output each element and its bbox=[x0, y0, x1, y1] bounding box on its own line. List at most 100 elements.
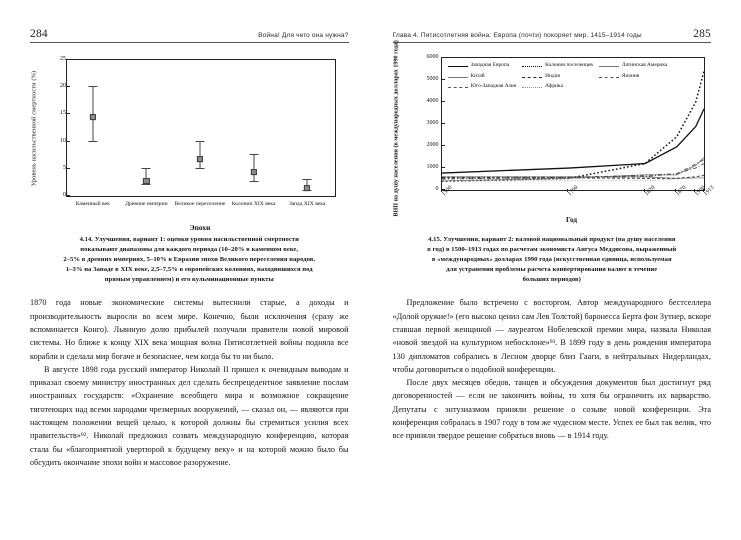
chart2-y-tickmark bbox=[440, 167, 445, 168]
chart1-y-tick: 10 bbox=[60, 137, 66, 144]
chart2-x-tickmark bbox=[567, 189, 569, 192]
legend-item: Колонии поселенцев bbox=[522, 62, 593, 70]
legend-item: Япония bbox=[598, 72, 667, 81]
error-bar-cap-lower bbox=[88, 140, 98, 142]
left-running-title: Война! Для чего она нужна? bbox=[258, 31, 349, 39]
chart1-y-ticks: 0 5 10 15 20 25 bbox=[44, 53, 66, 201]
data-point-marker bbox=[89, 114, 96, 121]
chart1-x-tick-label: Каменный век bbox=[75, 201, 110, 207]
legend-label: Индия bbox=[545, 72, 561, 79]
right-folio: 285 bbox=[693, 28, 711, 40]
error-bar-whisker bbox=[145, 167, 147, 185]
chart1-x-tick-label: Запад XIX века bbox=[288, 201, 326, 207]
chart2-plot-area: Западная Европа Китай Юго-Западная Азия Кол… bbox=[440, 57, 705, 191]
chart2-y-tickmark bbox=[440, 101, 445, 102]
chart2-y-tickmark bbox=[440, 123, 445, 124]
error-bar-cap-lower bbox=[141, 184, 151, 186]
error-bar-cap-upper bbox=[195, 140, 205, 142]
chart1-y-tickmark bbox=[66, 140, 70, 142]
chart2-y-tickmark bbox=[440, 79, 445, 80]
chart2-x-tickmark bbox=[643, 189, 645, 192]
legend-swatch-icon bbox=[447, 74, 468, 80]
legend-item: Африка bbox=[522, 83, 593, 91]
chart1-y-tickmark bbox=[66, 59, 70, 60]
chart2-y-tickmark bbox=[440, 189, 445, 190]
error-bar-cap-upper bbox=[302, 178, 312, 180]
right-page: Глава 4. Пятисотлетняя война: Европа (по… bbox=[371, 0, 741, 540]
legend-label: Юго-Западная Азия bbox=[470, 83, 517, 90]
error-bar-whisker bbox=[92, 86, 94, 141]
legend-swatch-icon bbox=[447, 85, 468, 91]
left-running-head: 284 Война! Для чего она нужна? bbox=[30, 22, 349, 43]
error-bar-cap-upper bbox=[249, 154, 259, 156]
legend-label: Западная Европа bbox=[470, 62, 510, 68]
left-page: 284 Война! Для чего она нужна? Уровень н… bbox=[30, 22, 349, 469]
legend-column: Западная Европа Китай Юго-Западная Азия bbox=[447, 62, 517, 91]
legend-item: Западная Европа bbox=[447, 62, 517, 70]
data-point-marker bbox=[143, 178, 150, 185]
error-bar-cap-upper bbox=[141, 167, 151, 169]
legend-item: Индия bbox=[522, 73, 593, 81]
right-running-title: Глава 4. Пятисотлетняя война: Европа (по… bbox=[392, 31, 642, 39]
chart2-y-tick: 3000 bbox=[426, 120, 439, 126]
legend-item: Китай bbox=[447, 73, 517, 81]
chart1-x-tick-label: Колонии XIX века bbox=[231, 201, 276, 207]
paragraph: 1870 года новые экономические системы вы… bbox=[30, 298, 349, 361]
error-bar-cap-lower bbox=[195, 167, 205, 169]
chart1-x-axis-title: Эпохи bbox=[189, 223, 211, 232]
chart2-x-tickmark bbox=[675, 189, 677, 192]
left-folio: 284 bbox=[30, 28, 48, 40]
data-point-marker bbox=[250, 168, 257, 175]
legend-label: Латинская Америка bbox=[621, 62, 668, 68]
chart2-y-tick: 1000 bbox=[426, 164, 439, 170]
figure-4-14: Уровень насильственной смертности (%) 0 5… bbox=[30, 53, 349, 284]
legend-swatch-icon bbox=[447, 64, 468, 70]
chart1-y-tickmark bbox=[66, 167, 70, 169]
chart2-x-tick-labels: 1500 1700 1820 1870 1900 1913 bbox=[441, 185, 715, 215]
legend-swatch-icon bbox=[522, 85, 543, 91]
chart2-y-tick: 2000 bbox=[426, 142, 439, 148]
chart1-x-tick-label: Древние империи bbox=[125, 201, 168, 207]
legend-swatch-icon bbox=[522, 74, 543, 80]
legend-label: Япония bbox=[621, 72, 640, 79]
chart2-x-axis-title: Год bbox=[566, 216, 577, 224]
paragraph: В августе 1898 года русский император Ни… bbox=[30, 364, 349, 467]
chart2-y-tick: 4000 bbox=[426, 98, 439, 104]
legend-swatch-icon bbox=[598, 64, 619, 70]
chart2-y-tick: 6000 bbox=[426, 54, 439, 60]
chart2-y-tickmark bbox=[440, 145, 445, 146]
figure-4-15-caption: 4.15. Улучшения, вариант 2: валовой наци… bbox=[427, 236, 677, 283]
data-point-marker bbox=[304, 185, 311, 192]
line-chart: ВНП на душу населения (в международных д… bbox=[393, 40, 718, 228]
legend-label: Колонии поселенцев bbox=[545, 62, 593, 68]
chart2-series-svg bbox=[441, 71, 704, 182]
right-page-body: Предложение было встречено с восторгом. … bbox=[393, 296, 712, 442]
series-line bbox=[441, 175, 704, 182]
series-line bbox=[441, 108, 704, 174]
chart2-legend: Западная Европа Китай Юго-Западная Азия Кол… bbox=[447, 62, 696, 91]
error-bar-cap-upper bbox=[88, 86, 98, 88]
legend-column: Колонии поселенцев Индия Африка bbox=[522, 62, 593, 91]
chart1-x-tick-label: Великое переселение bbox=[174, 201, 226, 207]
chart1-y-tickmark bbox=[66, 86, 70, 88]
chart1-y-tick: 20 bbox=[60, 83, 66, 90]
legend-swatch-icon bbox=[522, 64, 543, 70]
chart2-x-tickmark bbox=[694, 189, 696, 192]
chart1-y-tickmark bbox=[66, 113, 70, 115]
series-line bbox=[441, 71, 704, 182]
paragraph: Предложение было встречено с восторгом. … bbox=[392, 298, 711, 374]
error-bar-whisker bbox=[306, 178, 308, 190]
figure-4-14-caption: 4.14. Улучшения, вариант 1: оценки уровн… bbox=[63, 236, 316, 283]
error-bar-cap-lower bbox=[249, 181, 259, 183]
error-bar-whisker bbox=[199, 140, 201, 168]
series-line bbox=[441, 159, 704, 180]
data-point-marker bbox=[196, 156, 204, 163]
legend-swatch-icon bbox=[598, 74, 619, 80]
error-bar-chart: Уровень насильственной смертности (%) 0 5… bbox=[30, 53, 350, 232]
chart1-plot-area bbox=[66, 59, 336, 197]
left-page-body: 1870 года новые экономические системы вы… bbox=[30, 296, 349, 469]
paragraph: После двух месяцев обедов, танцев и обсу… bbox=[392, 378, 711, 441]
right-running-head: Глава 4. Пятисотлетняя война: Европа (по… bbox=[392, 22, 711, 43]
chart1-y-tickmark bbox=[66, 195, 70, 196]
